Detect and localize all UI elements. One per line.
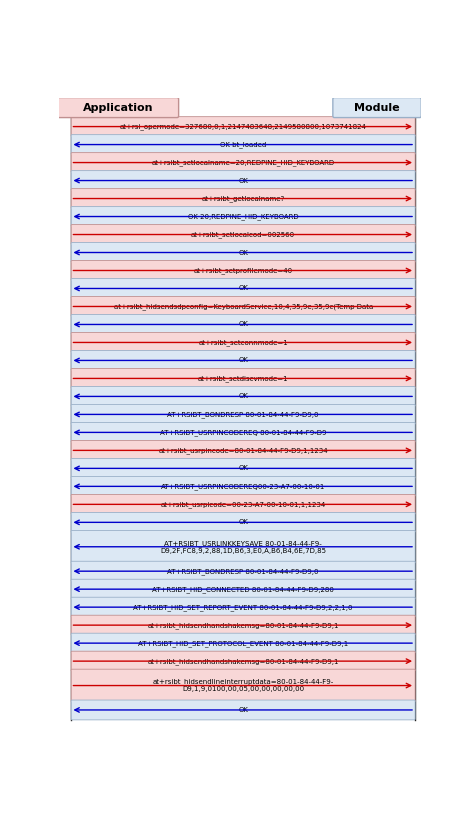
FancyBboxPatch shape bbox=[71, 459, 415, 478]
FancyBboxPatch shape bbox=[71, 242, 415, 263]
Text: OK: OK bbox=[238, 358, 248, 363]
Text: OK: OK bbox=[238, 177, 248, 184]
FancyBboxPatch shape bbox=[71, 423, 415, 442]
Text: at+rsi_opermode=327680,0,1,2147483648,2149580800,1073741824: at+rsi_opermode=327680,0,1,2147483648,21… bbox=[120, 124, 366, 130]
FancyBboxPatch shape bbox=[71, 171, 415, 190]
FancyBboxPatch shape bbox=[71, 561, 415, 581]
FancyBboxPatch shape bbox=[71, 279, 415, 298]
FancyBboxPatch shape bbox=[71, 116, 415, 137]
Text: at+rsibt_setlocalcod=002560: at+rsibt_setlocalcod=002560 bbox=[191, 231, 295, 238]
FancyBboxPatch shape bbox=[71, 315, 415, 334]
FancyBboxPatch shape bbox=[71, 261, 415, 280]
Text: OK: OK bbox=[238, 707, 248, 713]
FancyBboxPatch shape bbox=[71, 333, 415, 352]
Text: AT+RSIBT_USRLINKKEYSAVE 80-01-84-44-F9-
D9,2F,FC8,9,2,88,1D,B6,3,E0,A,B6,B4,6E,7: AT+RSIBT_USRLINKKEYSAVE 80-01-84-44-F9- … bbox=[160, 540, 326, 554]
Text: at+rsibt_setconnmode=1: at+rsibt_setconnmode=1 bbox=[198, 339, 288, 346]
FancyBboxPatch shape bbox=[71, 368, 415, 389]
FancyBboxPatch shape bbox=[71, 350, 415, 371]
FancyBboxPatch shape bbox=[58, 98, 179, 118]
Text: OK: OK bbox=[238, 250, 248, 255]
Text: at+rsibt_hidsendhandshakemsg=80-01-84-44-F9-D9,1: at+rsibt_hidsendhandshakemsg=80-01-84-44… bbox=[147, 622, 339, 628]
Text: AT+RSIBT_HID_SET_REPORT_EVENT 80-01-84-44-F9-D9,2,2,1,0: AT+RSIBT_HID_SET_REPORT_EVENT 80-01-84-4… bbox=[133, 604, 353, 611]
Text: OK: OK bbox=[238, 285, 248, 292]
FancyBboxPatch shape bbox=[71, 669, 415, 702]
Text: AT+RSIBT_HID_CONNECTED 80-01-84-44-F9-D9,280: AT+RSIBT_HID_CONNECTED 80-01-84-44-F9-D9… bbox=[152, 586, 334, 593]
FancyBboxPatch shape bbox=[71, 189, 415, 208]
FancyBboxPatch shape bbox=[71, 700, 415, 720]
Text: at+rsibt_hidsendlineinterruptdata=80-01-84-44-F9-
D9,1,9,0100,00,05,00,00,00,00,: at+rsibt_hidsendlineinterruptdata=80-01-… bbox=[153, 679, 334, 693]
FancyBboxPatch shape bbox=[71, 386, 415, 406]
FancyBboxPatch shape bbox=[71, 153, 415, 172]
Text: OK: OK bbox=[238, 520, 248, 525]
Text: at+rsibt_setprofilemode=40: at+rsibt_setprofilemode=40 bbox=[194, 267, 292, 274]
Text: OK: OK bbox=[238, 465, 248, 472]
Text: at+rsibt_setlocalname=20,REDPINE_HID_KEYBOARD: at+rsibt_setlocalname=20,REDPINE_HID_KEY… bbox=[152, 159, 335, 166]
FancyBboxPatch shape bbox=[71, 530, 415, 563]
Text: at+rsibt_hidsendhandshakemsg=80-01-84-44-F9-D9,1: at+rsibt_hidsendhandshakemsg=80-01-84-44… bbox=[147, 658, 339, 664]
Text: at+rsibt_setdiscvmode=1: at+rsibt_setdiscvmode=1 bbox=[198, 375, 288, 382]
FancyBboxPatch shape bbox=[71, 207, 415, 227]
Text: AT+RSIBT_BONDRESP 80-01-84-44-F9-D9,0: AT+RSIBT_BONDRESP 80-01-84-44-F9-D9,0 bbox=[168, 411, 319, 418]
Text: OK: OK bbox=[238, 393, 248, 399]
FancyBboxPatch shape bbox=[71, 405, 415, 424]
FancyBboxPatch shape bbox=[71, 651, 415, 671]
FancyBboxPatch shape bbox=[71, 633, 415, 653]
FancyBboxPatch shape bbox=[71, 579, 415, 599]
Text: AT+RSIBT_HID_SET_PROTOCOL_EVENT 80-01-84-44-F9-D9,1: AT+RSIBT_HID_SET_PROTOCOL_EVENT 80-01-84… bbox=[138, 640, 348, 646]
Text: at+rsibt_usrpincode=80-01-84-44-F9-D9,1,1234: at+rsibt_usrpincode=80-01-84-44-F9-D9,1,… bbox=[158, 447, 328, 454]
Text: at+rsibt_hidsendsdpconfig=KeyboardService,10,4,35,9e,35,9c(Temp Data: at+rsibt_hidsendsdpconfig=KeyboardServic… bbox=[114, 303, 373, 310]
FancyBboxPatch shape bbox=[71, 224, 415, 245]
Text: AT+RSIBT_USRPINCODEREQ 80-01-84-44-F9-D9: AT+RSIBT_USRPINCODEREQ 80-01-84-44-F9-D9 bbox=[160, 429, 326, 436]
Text: OK 20,REDPINE_HID_KEYBOARD: OK 20,REDPINE_HID_KEYBOARD bbox=[188, 213, 299, 220]
FancyBboxPatch shape bbox=[71, 598, 415, 617]
Text: OK: OK bbox=[238, 321, 248, 328]
FancyBboxPatch shape bbox=[71, 441, 415, 460]
FancyBboxPatch shape bbox=[71, 297, 415, 316]
FancyBboxPatch shape bbox=[71, 135, 415, 154]
FancyBboxPatch shape bbox=[71, 512, 415, 533]
Text: AT+RSIBT_BONDRESP 80-01-84-44-F9-D9,0: AT+RSIBT_BONDRESP 80-01-84-44-F9-D9,0 bbox=[168, 567, 319, 575]
FancyBboxPatch shape bbox=[71, 615, 415, 635]
Text: at+rsibt_getlocalname?: at+rsibt_getlocalname? bbox=[202, 195, 285, 202]
FancyBboxPatch shape bbox=[333, 98, 421, 118]
FancyBboxPatch shape bbox=[71, 476, 415, 496]
Text: OK bt_loaded: OK bt_loaded bbox=[220, 141, 266, 148]
Text: Application: Application bbox=[83, 102, 154, 112]
Text: AT+RSIBT_USRPINCODEREQ00-23-A7-00-10-01: AT+RSIBT_USRPINCODEREQ00-23-A7-00-10-01 bbox=[161, 483, 325, 489]
Text: Module: Module bbox=[354, 102, 400, 112]
FancyBboxPatch shape bbox=[71, 494, 415, 515]
Text: at+rsibt_usrpicode=00-23-A7-00-10-01,1,1234: at+rsibt_usrpicode=00-23-A7-00-10-01,1,1… bbox=[161, 501, 326, 508]
